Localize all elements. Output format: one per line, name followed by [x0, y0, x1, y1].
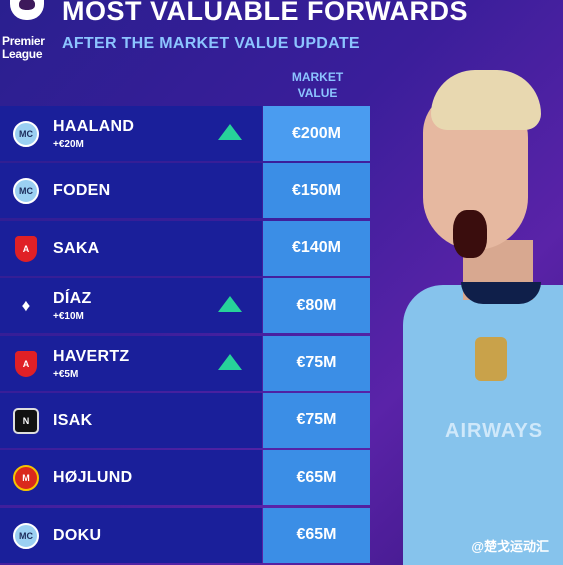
market-value-cell: €75M [263, 392, 370, 448]
player-name: HØJLUND [53, 469, 133, 487]
table-row: M HØJLUND €65M [0, 450, 370, 507]
manchester-city-crest-icon: MC [13, 121, 39, 147]
champions-badge-icon [475, 337, 507, 381]
row-player-cell: N ISAK [0, 392, 262, 448]
row-player-cell: A HAVERTZ +€5M [0, 335, 262, 391]
player-name: HAALAND [53, 118, 135, 135]
shirt-sponsor-text: AIRWAYS [445, 420, 544, 442]
table-row: MC HAALAND +€20M €200M [0, 106, 370, 163]
forwards-table: MC HAALAND +€20M €200M MC FODEN €150M A … [0, 106, 370, 565]
table-row: A SAKA €140M [0, 220, 370, 278]
market-value-column-header: MARKET VALUE [291, 70, 344, 100]
market-value-cell: €150M [263, 163, 370, 219]
player-name: DOKU [53, 526, 102, 544]
table-row: MC FODEN €150M [0, 163, 370, 220]
player-mouth [453, 210, 487, 258]
page-subtitle: AFTER THE MARKET VALUE UPDATE [62, 35, 360, 52]
market-value-cell: €65M [263, 507, 370, 563]
newcastle-crest-icon: N [13, 407, 39, 434]
player-shirt [403, 285, 563, 565]
up-arrow-icon [218, 353, 242, 370]
arsenal-crest-icon: A [15, 235, 37, 262]
lion-crest-icon [10, 0, 44, 20]
manchester-united-crest-icon: M [13, 465, 39, 492]
row-player-cell: MC DOKU [0, 507, 262, 563]
table-row: N ISAK €75M [0, 392, 370, 450]
player-hair [431, 70, 541, 130]
up-arrow-icon [218, 296, 242, 313]
row-player-cell: ♦ DÍAZ +€10M [0, 278, 262, 334]
liverpool-crest-icon: ♦ [21, 296, 31, 316]
page-title: MOST VALUABLE FORWARDS [62, 0, 468, 26]
table-row: MC DOKU €65M [0, 507, 370, 565]
table-row: ♦ DÍAZ +€10M €80M [0, 278, 370, 335]
market-value-cell: €75M [263, 335, 370, 391]
player-name: FODEN [53, 182, 111, 200]
market-value-cell: €140M [263, 220, 370, 276]
arsenal-crest-icon: A [15, 350, 37, 377]
row-player-cell: MC HAALAND +€20M [0, 106, 262, 161]
watermark: @楚戈运动汇 [471, 536, 549, 555]
value-change: +€5M [53, 368, 79, 380]
market-value-cell: €80M [263, 278, 370, 334]
manchester-city-crest-icon: MC [13, 178, 39, 205]
player-name: SAKA [53, 239, 100, 257]
player-name: ISAK [53, 411, 93, 429]
player-name: HAVERTZ [53, 347, 130, 365]
value-change: +€10M [53, 311, 84, 323]
row-player-cell: M HØJLUND [0, 450, 262, 506]
value-change: +€20M [53, 139, 84, 150]
row-player-cell: A SAKA [0, 220, 262, 276]
premier-league-logo: Premier League [0, 0, 56, 66]
up-arrow-icon [218, 124, 242, 140]
watermark-text: @楚戈运动汇 [471, 539, 549, 554]
premier-league-wordmark: Premier League [2, 34, 45, 61]
shirt-collar [461, 282, 541, 304]
manchester-city-crest-icon: MC [13, 522, 39, 549]
market-value-cell: €200M [263, 106, 370, 161]
player-photo: AIRWAYS [403, 60, 563, 565]
player-name: DÍAZ [53, 290, 92, 308]
table-row: A HAVERTZ +€5M €75M [0, 335, 370, 393]
market-value-cell: €65M [263, 450, 370, 506]
row-player-cell: MC FODEN [0, 163, 262, 219]
